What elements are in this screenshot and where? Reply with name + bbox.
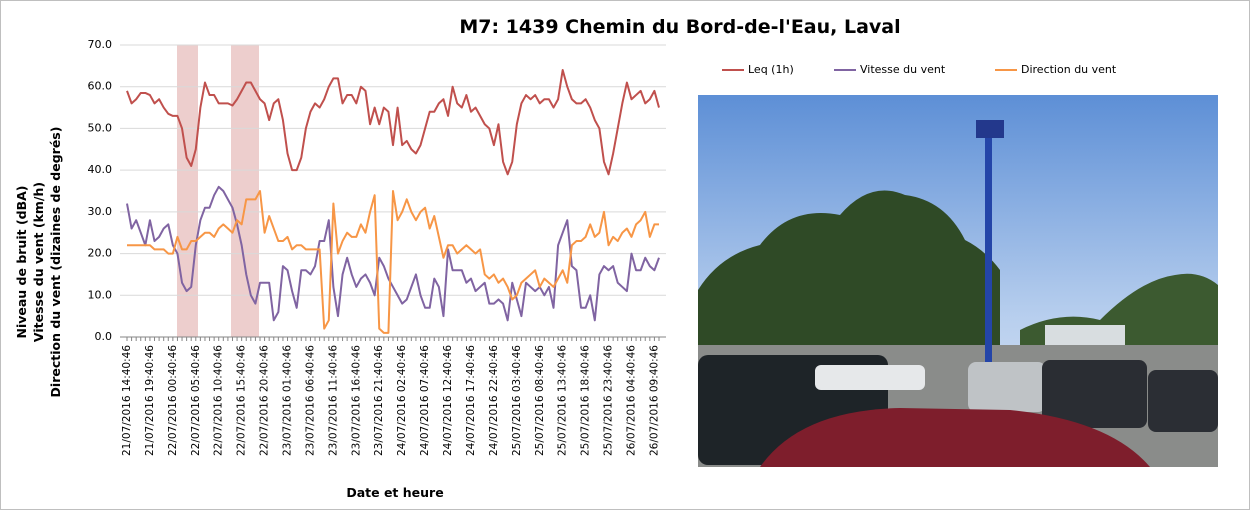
highlight xyxy=(177,45,198,337)
y-tick-label: 0.0 xyxy=(95,330,113,343)
y-tick-label: 40.0 xyxy=(88,163,113,176)
x-tick-label: 25/07/2016 08:40:46 xyxy=(534,345,546,456)
x-tick-label: 24/07/2016 07:40:46 xyxy=(419,345,431,456)
x-tick-label: 24/07/2016 12:40:46 xyxy=(442,345,454,456)
x-tick-label: 22/07/2016 15:40:46 xyxy=(236,345,248,456)
y-axis-label: Direction du vent (dizaines de degrés) xyxy=(48,127,63,398)
photo-car xyxy=(1148,370,1218,432)
y-tick-label: 20.0 xyxy=(88,247,113,260)
chart-title: M7: 1439 Chemin du Bord-de-l'Eau, Laval xyxy=(459,16,900,38)
photo xyxy=(698,95,1218,467)
page: {"chart_data": {"type": "line", "title":… xyxy=(0,0,1250,510)
legend-label: Leq (1h) xyxy=(748,63,794,76)
x-tick-label: 21/07/2016 14:40:46 xyxy=(121,345,133,456)
x-tick-label: 25/07/2016 13:40:46 xyxy=(557,345,569,456)
chart: 0.0 10.0 20.0 30.0 40.0 50.0 60.0 70.0 21/07/201… xyxy=(0,0,1250,510)
photo-pole xyxy=(985,130,992,365)
photo-car xyxy=(815,365,925,390)
x-tick-label: 23/07/2016 16:40:46 xyxy=(350,345,362,456)
x-tick-label: 24/07/2016 22:40:46 xyxy=(488,345,500,456)
y-axis-label: Vitesse du vent (km/h) xyxy=(31,182,46,342)
x-tick-label: 26/07/2016 09:40:46 xyxy=(648,345,660,456)
x-tick-label: 23/07/2016 01:40:46 xyxy=(282,345,294,456)
x-tick-label: 25/07/2016 23:40:46 xyxy=(603,345,615,456)
x-tick-label: 23/07/2016 21:40:46 xyxy=(373,345,385,456)
legend-label: Direction du vent xyxy=(1021,63,1117,76)
y-tick-label: 10.0 xyxy=(88,288,113,301)
y-tick-label: 70.0 xyxy=(88,38,113,51)
x-tick-label: 23/07/2016 11:40:46 xyxy=(327,345,339,456)
x-tick-label: 22/07/2016 20:40:46 xyxy=(259,345,271,456)
photo-lamp xyxy=(976,120,1004,138)
x-tick-label: 22/07/2016 00:40:46 xyxy=(167,345,179,456)
x-tick-label: 24/07/2016 02:40:46 xyxy=(396,345,408,456)
photo-car xyxy=(968,362,1046,412)
y-tick-label: 50.0 xyxy=(88,121,113,134)
x-tick-label: 22/07/2016 10:40:46 xyxy=(213,345,225,456)
y-tick-label: 60.0 xyxy=(88,80,113,93)
legend-label: Vitesse du vent xyxy=(860,63,946,76)
x-tick-label: 25/07/2016 18:40:46 xyxy=(580,345,592,456)
x-tick-label: 25/07/2016 03:40:46 xyxy=(511,345,523,456)
x-tick-label: 21/07/2016 19:40:46 xyxy=(144,345,156,456)
x-tick-label: 22/07/2016 05:40:46 xyxy=(190,345,202,456)
y-axis-label: Niveau de bruit (dBA) xyxy=(14,185,29,338)
legend: Leq (1h) Vitesse du vent Direction du vent xyxy=(722,63,1117,76)
x-tick-label: 23/07/2016 06:40:46 xyxy=(304,345,316,456)
x-tick-label: 24/07/2016 17:40:46 xyxy=(465,345,477,456)
x-tick-label: 26/07/2016 04:40:46 xyxy=(625,345,637,456)
x-axis-label: Date et heure xyxy=(346,485,443,500)
y-tick-label: 30.0 xyxy=(88,205,113,218)
